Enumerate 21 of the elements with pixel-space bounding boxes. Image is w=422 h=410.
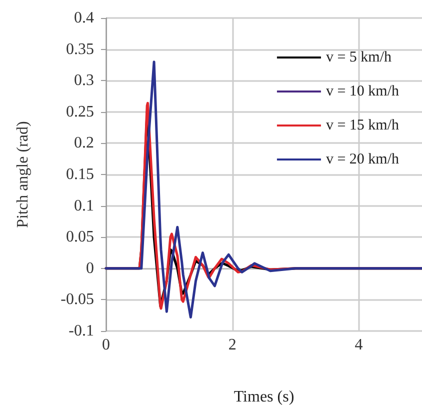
legend-label: v = 20 km/h xyxy=(326,152,400,168)
legend-label: v = 5 km/h xyxy=(326,50,392,66)
x-tick-label: 2 xyxy=(228,336,236,354)
x-tick-label: 0 xyxy=(102,336,110,354)
y-tick-label: 0.25 xyxy=(66,103,94,120)
y-tick-label: 0.4 xyxy=(74,10,94,26)
y-tick-label: 0.1 xyxy=(74,197,94,214)
y-tick-label: -0.05 xyxy=(60,291,94,308)
y-tick-label: 0.35 xyxy=(66,40,94,58)
y-tick-label: 0.3 xyxy=(74,72,94,90)
legend-label: v = 10 km/h xyxy=(326,84,400,100)
y-tick-label: 0 xyxy=(86,260,94,277)
y-tick-label: 0.2 xyxy=(74,134,94,152)
legend-label: v = 15 km/h xyxy=(326,118,400,134)
y-tick-label: 0.05 xyxy=(66,228,94,246)
line-series xyxy=(104,60,422,318)
y-tick-label: 0.15 xyxy=(66,166,94,183)
x-axis-title: Times (s) xyxy=(234,388,294,406)
x-tick-label: 4 xyxy=(354,336,363,354)
y-axis-title: Pitch angle (rad) xyxy=(14,121,32,228)
y-tick-label: -0.1 xyxy=(68,322,94,340)
